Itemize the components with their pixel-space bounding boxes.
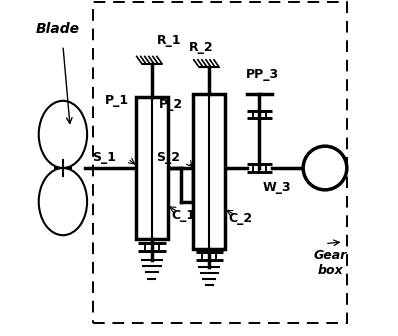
Bar bbox=[193, 94, 225, 249]
Text: W_3: W_3 bbox=[263, 181, 291, 195]
Text: R_2: R_2 bbox=[189, 41, 214, 54]
Text: P_2: P_2 bbox=[159, 98, 183, 111]
Bar bbox=[136, 97, 168, 239]
Text: M: M bbox=[318, 161, 333, 175]
Text: C_1: C_1 bbox=[171, 209, 195, 221]
Text: S_2: S_2 bbox=[156, 152, 179, 164]
Text: P_1: P_1 bbox=[105, 94, 129, 107]
Text: Blade: Blade bbox=[36, 22, 80, 36]
Text: R_1: R_1 bbox=[157, 34, 181, 47]
Text: C_2: C_2 bbox=[228, 212, 252, 225]
Ellipse shape bbox=[39, 168, 87, 235]
Circle shape bbox=[303, 146, 347, 190]
Text: Gear
box: Gear box bbox=[313, 249, 347, 277]
Text: PP_3: PP_3 bbox=[246, 68, 279, 81]
Text: S_1: S_1 bbox=[92, 152, 116, 164]
Ellipse shape bbox=[39, 101, 87, 168]
